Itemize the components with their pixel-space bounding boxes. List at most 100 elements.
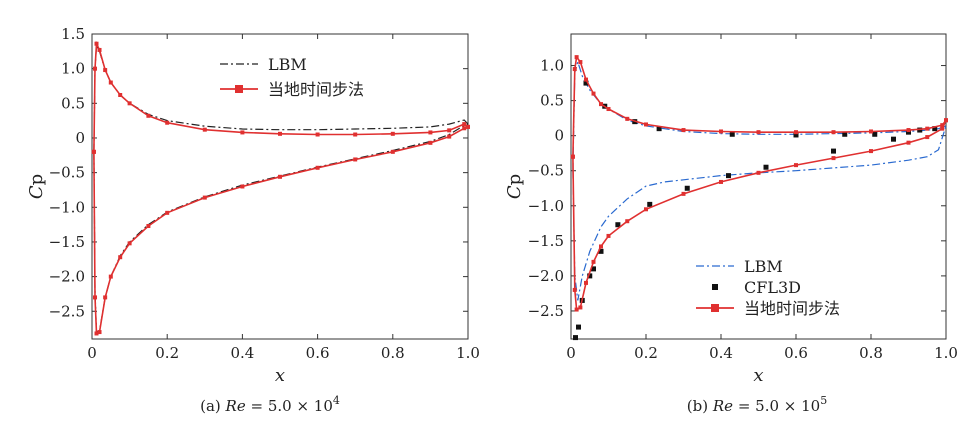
local-time-step-marker	[165, 210, 170, 215]
local-time-step-marker	[584, 77, 588, 82]
y-tick-label: −0.5	[49, 164, 85, 182]
local-time-step-marker	[794, 130, 798, 135]
y-tick-label: 0.5	[61, 94, 85, 112]
local-time-step-marker	[428, 130, 433, 135]
local-time-step-marker	[103, 68, 108, 73]
y-tick-label: −2.5	[49, 302, 85, 320]
x-tick-label: 0.8	[381, 344, 405, 362]
local-time-step-marker	[202, 195, 207, 200]
local-time-step-marker	[574, 55, 579, 60]
local-time-step-marker	[606, 107, 611, 112]
local-time-step-marker	[572, 67, 577, 72]
local-time-step-marker	[719, 179, 723, 184]
cfl3d-point	[598, 248, 604, 254]
cfl3d-point	[583, 80, 589, 86]
y-tick-label: 0.5	[540, 92, 564, 110]
y-tick-label: 1.0	[61, 60, 85, 78]
x-tick-label: 1.0	[934, 344, 958, 362]
local-time-step-marker	[353, 132, 358, 137]
local-time-step-marker	[97, 47, 102, 52]
legend-label: LBM	[744, 257, 783, 276]
cfl3d-point	[831, 148, 836, 154]
x-tick-label: 0.4	[230, 344, 254, 362]
legend-label: CFL3D	[744, 278, 801, 297]
x-tick-label: 0.8	[859, 344, 883, 362]
legend-label: LBM	[268, 55, 307, 74]
local-time-step-marker	[94, 331, 99, 336]
local-time-step-marker	[353, 157, 358, 162]
cfl3d-point	[906, 129, 911, 135]
local-time-step-marker	[591, 91, 596, 96]
local-time-step-marker	[146, 224, 151, 229]
cfl3d-point	[591, 266, 596, 272]
local-time-step-marker	[462, 122, 467, 127]
local-time-step-marker	[681, 128, 686, 133]
local-time-step-marker	[428, 140, 433, 145]
lbm-upper-line	[572, 59, 947, 171]
legend: LBM CFL3D 当地时间步法	[696, 257, 840, 318]
local-time-step-marker	[118, 255, 123, 260]
local-time-step-marker	[606, 233, 611, 238]
y-tick-label: 0	[554, 127, 564, 145]
lbm-lower-line	[93, 123, 469, 334]
cfl3d-point	[647, 201, 653, 207]
local-time-step-marker	[906, 128, 911, 133]
chart-a: 0 0.2 0.4 0.6 0.8 1.0 1.5 1.0 0.5 0 −0.5 −1.0 −1.5 −2…	[26, 25, 480, 386]
cfl3d-point	[763, 164, 769, 170]
local-time-step-marker	[466, 124, 470, 129]
local-time-step-marker	[925, 126, 930, 131]
x-tick-label: 0.6	[784, 344, 808, 362]
local-time-step-marker	[202, 127, 207, 132]
cfl3d-point	[793, 132, 799, 138]
y-tick-label: −2.5	[528, 302, 564, 320]
y-tick-label: −0.5	[528, 162, 564, 180]
local-time-step-marker	[146, 113, 151, 118]
local-time-step-marker	[940, 126, 945, 131]
legend-swatch-marker	[235, 85, 243, 93]
local-time-step-marker	[108, 80, 113, 85]
plot-frame	[570, 33, 947, 340]
legend-label: 当地时间步法	[268, 80, 364, 99]
local-time-step-marker	[925, 135, 930, 140]
x-tick-label: 1.0	[456, 344, 480, 362]
cfl3d-point	[726, 173, 731, 179]
y-axis-label: Cp	[504, 174, 525, 199]
local-time-step-marker	[644, 122, 648, 127]
local-time-step-lower-line	[93, 126, 469, 335]
local-time-step-marker	[599, 244, 603, 249]
y-tick-label: −1.0	[49, 198, 85, 216]
cfl3d-point	[891, 136, 896, 142]
cfl3d-point	[573, 335, 578, 341]
local-time-step-marker	[240, 130, 245, 135]
x-tick-label: 0.2	[155, 344, 179, 362]
local-time-step-marker	[578, 60, 583, 65]
local-time-step-marker	[578, 305, 583, 310]
local-time-step-marker	[278, 174, 282, 179]
local-time-step-upper-line	[572, 55, 947, 157]
cfl3d-point	[587, 273, 593, 279]
local-time-step-marker	[93, 295, 98, 300]
chart-b: 0 0.2 0.4 0.6 0.8 1.0 1.0 0.5 0 −0.5 −1.0 −1.5 −2.0 −…	[504, 33, 958, 386]
y-tick-label: −2.0	[49, 268, 85, 286]
local-time-step-marker	[831, 130, 836, 135]
y-tick-label: 0	[75, 129, 85, 147]
local-time-step-marker	[869, 149, 873, 154]
local-time-step-marker	[447, 128, 452, 133]
legend-swatch-cfl3d	[712, 284, 718, 290]
local-time-step-marker	[906, 140, 911, 145]
x-tick-label: 0	[87, 344, 97, 362]
cfl3d-point	[842, 131, 848, 137]
cfl3d-point	[932, 126, 938, 132]
local-time-step-marker	[118, 93, 123, 97]
local-time-step-marker	[390, 149, 395, 154]
y-tick-label: −2.0	[528, 267, 564, 285]
local-time-step-marker	[794, 163, 798, 168]
local-time-step-marker	[278, 131, 282, 136]
local-time-step-marker	[584, 280, 588, 285]
cfl3d-point	[576, 324, 581, 330]
cfl3d-point	[729, 131, 735, 137]
local-time-step-marker	[719, 129, 723, 134]
local-time-step-marker	[97, 330, 102, 335]
local-time-step-marker	[831, 156, 836, 161]
